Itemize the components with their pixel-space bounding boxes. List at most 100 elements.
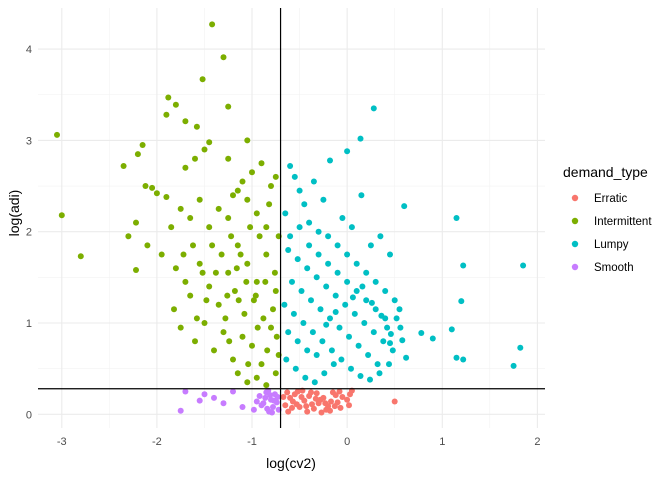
x-tick-label: 1 — [439, 436, 445, 448]
data-point-intermittent — [272, 173, 279, 180]
x-axis-tick-labels: -3 -2 -1 0 1 2 — [57, 436, 541, 448]
data-point-lumpy — [334, 269, 341, 276]
data-point-lumpy — [355, 342, 362, 349]
data-point-erratic — [308, 389, 314, 396]
legend-title: demand_type — [563, 164, 648, 180]
x-tick-label: 2 — [534, 436, 540, 448]
series-lumpy — [281, 105, 527, 386]
data-point-lumpy — [285, 247, 292, 253]
data-point-lumpy — [429, 335, 436, 342]
data-point-intermittent — [244, 137, 251, 144]
data-point-lumpy — [304, 265, 311, 272]
data-point-intermittent — [272, 370, 279, 377]
data-point-intermittent — [253, 278, 260, 285]
x-tick-label: -3 — [57, 436, 67, 448]
data-point-smooth — [230, 388, 236, 395]
data-point-intermittent — [234, 370, 241, 377]
data-point-erratic — [322, 400, 329, 407]
data-point-lumpy — [281, 301, 288, 308]
data-point-lumpy — [403, 354, 410, 361]
data-point-intermittent — [270, 306, 276, 313]
data-point-intermittent — [206, 283, 213, 290]
data-point-intermittent — [209, 242, 216, 249]
data-point-lumpy — [301, 201, 308, 208]
data-point-lumpy — [328, 347, 335, 354]
data-point-erratic — [313, 390, 320, 397]
y-axis-tick-labels: 0 1 2 3 4 — [26, 44, 32, 421]
data-point-intermittent — [134, 151, 141, 158]
data-point-intermittent — [182, 118, 189, 125]
data-point-lumpy — [313, 352, 320, 358]
data-point-lumpy — [365, 352, 372, 358]
data-point-lumpy — [344, 251, 351, 258]
data-point-lumpy — [290, 310, 297, 317]
data-point-lumpy — [460, 262, 467, 269]
data-point-lumpy — [296, 224, 303, 231]
data-point-intermittent — [234, 242, 241, 249]
data-point-lumpy — [327, 315, 333, 322]
data-point-intermittent — [144, 242, 151, 249]
data-point-intermittent — [258, 361, 265, 368]
x-tick-label: -2 — [152, 436, 162, 448]
data-point-lumpy — [348, 365, 354, 372]
data-point-intermittent — [199, 76, 206, 83]
x-tick-label: 0 — [344, 436, 350, 448]
data-point-intermittent — [252, 292, 259, 299]
data-point-erratic — [317, 396, 324, 403]
y-tick-label: 3 — [26, 135, 32, 147]
y-tick-label: 1 — [26, 318, 32, 330]
data-point-lumpy — [460, 356, 467, 363]
data-point-intermittent — [77, 253, 84, 260]
data-point-intermittent — [187, 292, 194, 299]
data-point-intermittent — [241, 310, 248, 317]
x-tick-label: -1 — [247, 436, 257, 448]
data-point-smooth — [250, 406, 257, 413]
data-point-lumpy — [294, 256, 301, 263]
data-point-lumpy — [339, 215, 346, 221]
data-point-intermittent — [203, 297, 210, 304]
data-point-intermittent — [253, 210, 260, 217]
data-point-intermittent — [222, 315, 229, 322]
data-point-intermittent — [182, 164, 189, 171]
data-point-intermittent — [249, 342, 255, 349]
data-point-intermittent — [243, 278, 250, 285]
data-point-intermittent — [239, 333, 246, 340]
data-point-intermittent — [272, 288, 279, 294]
data-point-lumpy — [315, 228, 322, 235]
data-point-lumpy — [330, 361, 337, 368]
data-point-intermittent — [262, 278, 269, 285]
data-point-lumpy — [294, 338, 301, 345]
data-point-lumpy — [387, 331, 394, 337]
data-point-intermittent — [220, 329, 227, 336]
data-point-lumpy — [282, 210, 289, 217]
data-point-erratic — [339, 394, 346, 400]
data-point-intermittent — [250, 297, 257, 304]
data-point-lumpy — [357, 373, 364, 379]
legend-key-intermittent — [571, 217, 579, 225]
data-point-intermittent — [268, 183, 274, 189]
data-point-erratic — [391, 398, 398, 405]
data-point-lumpy — [300, 320, 307, 326]
data-point-lumpy — [325, 260, 332, 267]
data-point-intermittent — [225, 103, 232, 110]
data-point-lumpy — [306, 219, 313, 226]
data-point-smooth — [269, 409, 275, 416]
data-point-smooth — [262, 394, 269, 401]
data-point-lumpy — [361, 320, 368, 326]
data-point-lumpy — [359, 283, 366, 290]
data-point-intermittent — [234, 187, 241, 194]
data-point-lumpy — [310, 178, 317, 185]
data-point-lumpy — [349, 294, 356, 301]
data-point-intermittent — [245, 361, 252, 368]
data-point-lumpy — [308, 297, 314, 304]
data-point-erratic — [331, 403, 338, 410]
data-point-lumpy — [370, 105, 377, 112]
data-point-lumpy — [453, 215, 460, 221]
data-point-intermittent — [224, 292, 231, 299]
data-point-intermittent — [180, 251, 187, 258]
data-point-erratic — [293, 401, 300, 408]
data-point-erratic — [285, 408, 292, 415]
data-point-lumpy — [315, 251, 322, 258]
data-point-intermittent — [239, 178, 246, 185]
